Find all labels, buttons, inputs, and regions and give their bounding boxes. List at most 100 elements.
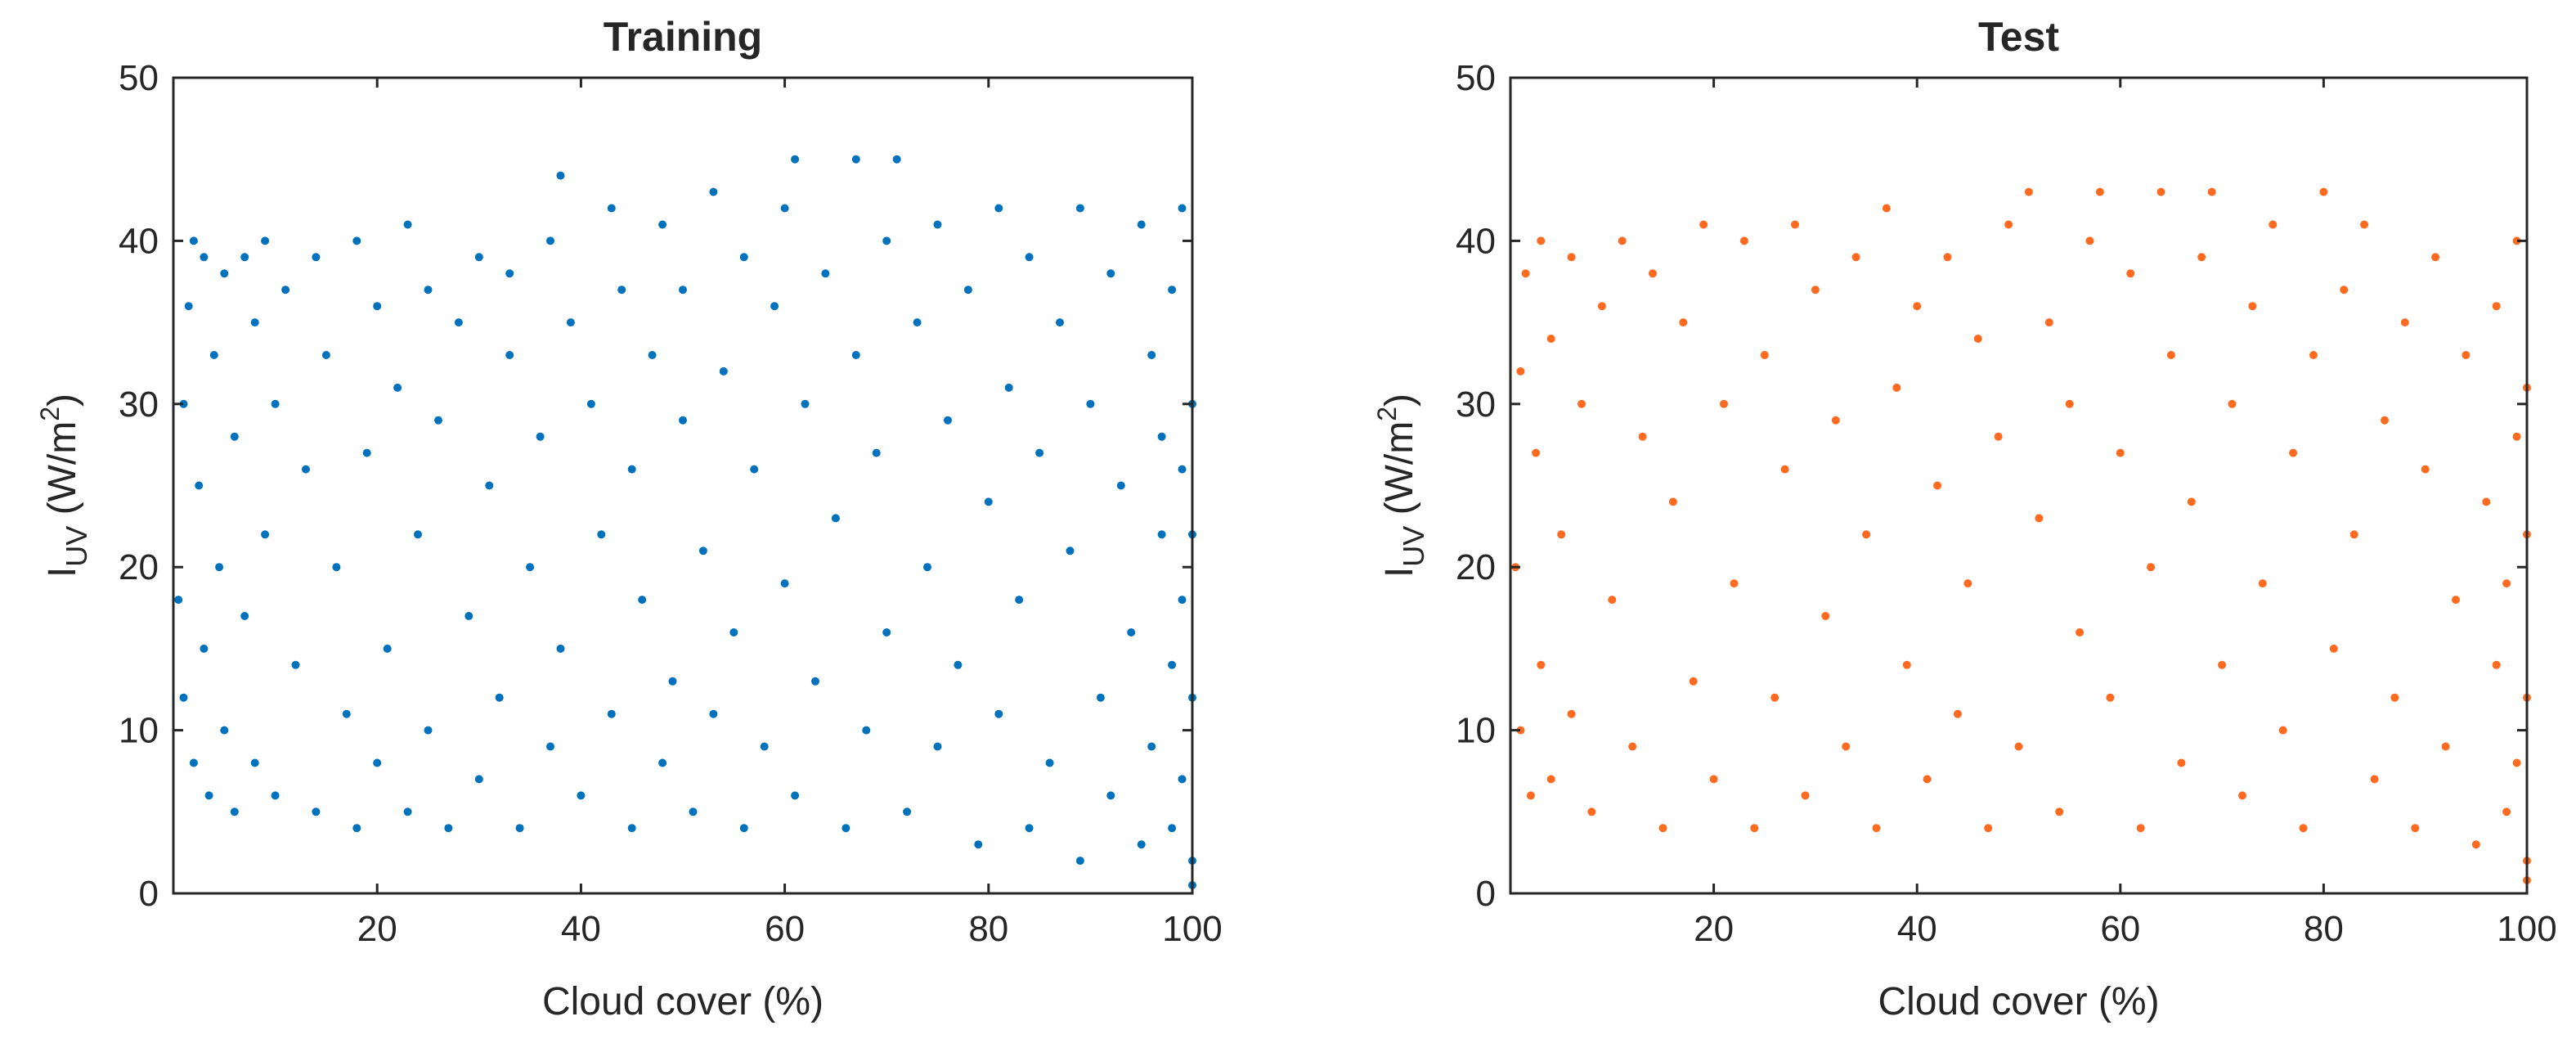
y-tick-label: 30 xyxy=(1456,385,1496,425)
data-point xyxy=(434,416,442,425)
data-point xyxy=(2492,302,2501,311)
data-point xyxy=(607,709,616,718)
data-point xyxy=(1147,351,1156,359)
x-tick-label: 100 xyxy=(2497,909,2556,949)
data-point xyxy=(2512,758,2521,767)
data-point xyxy=(505,351,514,359)
data-point xyxy=(1526,791,1535,800)
data-point xyxy=(1638,432,1647,441)
data-point xyxy=(1913,302,1922,311)
data-point xyxy=(1689,677,1698,686)
data-point xyxy=(1178,596,1187,605)
data-point xyxy=(1066,546,1075,555)
data-point xyxy=(1147,742,1156,751)
data-point xyxy=(851,351,860,359)
x-tick-label: 100 xyxy=(1162,909,1222,949)
data-point xyxy=(2035,514,2044,523)
data-point xyxy=(679,416,687,425)
data-point xyxy=(739,824,748,833)
data-point xyxy=(444,824,453,833)
data-point xyxy=(2218,660,2227,669)
data-point xyxy=(892,155,901,164)
data-point xyxy=(719,367,728,376)
data-point xyxy=(1096,693,1105,702)
data-point xyxy=(2014,742,2023,751)
data-point xyxy=(184,302,193,311)
data-point xyxy=(1973,335,1982,343)
data-point xyxy=(424,726,433,735)
data-point xyxy=(383,644,392,653)
data-point xyxy=(1004,383,1013,392)
data-point xyxy=(954,660,963,669)
data-point xyxy=(933,220,942,229)
data-point xyxy=(1557,530,1566,539)
data-point xyxy=(963,286,972,295)
data-point xyxy=(1668,497,1677,506)
data-point xyxy=(1137,840,1146,849)
data-point xyxy=(739,253,748,262)
data-point xyxy=(1902,660,1911,669)
data-point xyxy=(2289,448,2298,457)
y-label-symbol: I xyxy=(1378,567,1421,578)
data-point xyxy=(536,432,545,441)
data-point xyxy=(984,497,993,506)
data-point xyxy=(2187,497,2196,506)
x-tick-label: 80 xyxy=(2304,909,2344,949)
data-point xyxy=(1791,220,1799,229)
data-point xyxy=(770,302,779,311)
data-point xyxy=(791,791,800,800)
data-point xyxy=(1862,530,1871,539)
data-point xyxy=(362,448,371,457)
data-point xyxy=(2462,351,2471,359)
data-point xyxy=(1811,286,1820,295)
data-point xyxy=(2400,318,2409,327)
data-point xyxy=(2431,253,2440,262)
data-point xyxy=(495,693,504,702)
data-point xyxy=(2269,220,2278,229)
data-point xyxy=(1872,824,1881,833)
data-point xyxy=(1628,742,1637,751)
data-point xyxy=(1106,791,1115,800)
data-point xyxy=(1658,824,1667,833)
y-tick-label: 40 xyxy=(119,221,159,261)
data-point xyxy=(1168,824,1177,833)
data-point xyxy=(2370,775,2379,784)
data-point xyxy=(414,530,422,539)
data-point xyxy=(230,432,239,441)
data-point xyxy=(1618,236,1627,245)
data-point xyxy=(872,448,881,457)
data-point xyxy=(1178,465,1187,474)
data-point xyxy=(851,155,860,164)
data-point xyxy=(1157,432,1166,441)
data-point xyxy=(597,530,606,539)
data-point xyxy=(1532,448,1541,457)
data-point xyxy=(994,709,1003,718)
data-point xyxy=(566,318,575,327)
data-point xyxy=(2004,220,2013,229)
data-point xyxy=(709,187,718,196)
x-tick-label: 20 xyxy=(1694,909,1734,949)
data-point xyxy=(1608,596,1617,605)
y-axis-label: IUV (W/m2) xyxy=(1372,394,1430,578)
data-point xyxy=(577,791,586,800)
data-point xyxy=(1127,628,1136,636)
data-point xyxy=(1984,824,1993,833)
data-point xyxy=(2147,563,2156,572)
data-point xyxy=(474,775,483,784)
x-tick-label: 60 xyxy=(2100,909,2140,949)
data-point xyxy=(2309,351,2318,359)
data-point xyxy=(2349,530,2358,539)
y-tick-label: 0 xyxy=(1476,874,1496,914)
data-point xyxy=(2076,628,2085,636)
y-label-unit-close: ) xyxy=(41,394,84,407)
data-point xyxy=(1015,596,1024,605)
x-axis-label: Cloud cover (%) xyxy=(542,980,824,1023)
data-point xyxy=(1801,791,1810,800)
data-point xyxy=(2340,286,2349,295)
data-point xyxy=(689,807,698,816)
data-point xyxy=(668,677,677,686)
data-point xyxy=(189,236,198,245)
data-point xyxy=(2116,448,2125,457)
data-point xyxy=(1025,824,1034,833)
